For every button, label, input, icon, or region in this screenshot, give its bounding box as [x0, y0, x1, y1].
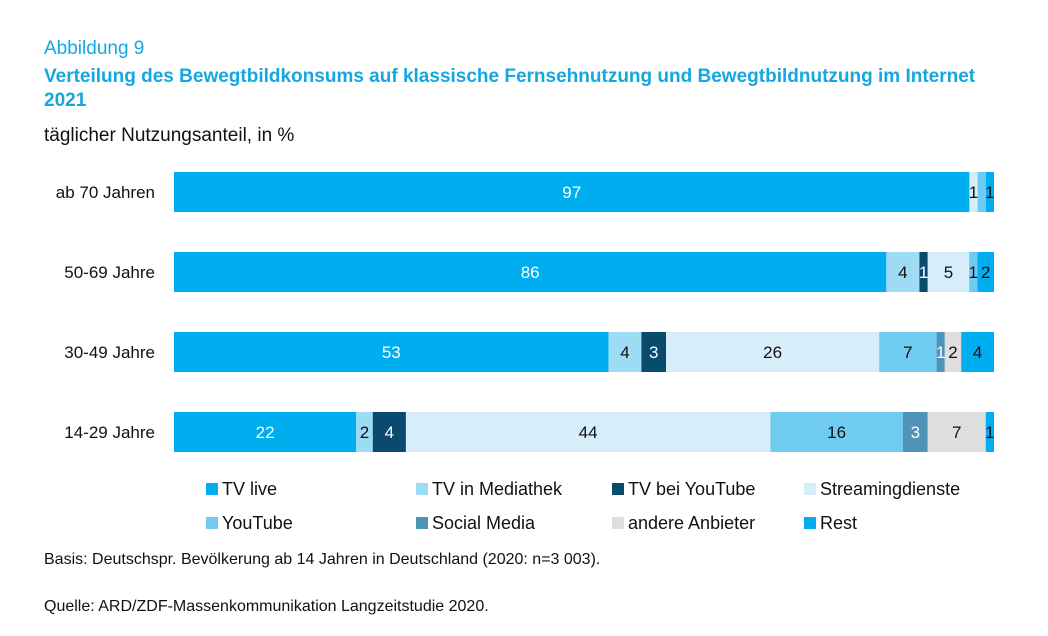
legend-swatch	[206, 517, 218, 529]
legend-swatch	[612, 483, 624, 495]
bar-segment	[174, 332, 609, 372]
legend-label: TV bei YouTube	[628, 478, 756, 499]
category-label: 14-29 Jahre	[64, 423, 155, 442]
data-label: 53	[382, 343, 401, 362]
bar-segment	[919, 252, 928, 292]
data-label: 3	[911, 423, 920, 442]
bar-segment	[174, 252, 887, 292]
legend-item: Rest	[804, 512, 857, 534]
data-label: 4	[973, 343, 982, 362]
bar-segment	[356, 412, 373, 452]
legend-item: TV in Mediathek	[416, 478, 562, 500]
bar-segment	[902, 412, 928, 452]
bar-segment	[770, 412, 903, 452]
data-label: 44	[579, 423, 598, 442]
bar-segment	[641, 332, 666, 372]
data-label: 1	[985, 183, 994, 202]
source-note: Quelle: ARD/ZDF-Massenkommunikation Lang…	[44, 598, 489, 615]
data-label: 86	[521, 263, 540, 282]
data-label: 1	[969, 183, 978, 202]
legend-label: TV in Mediathek	[432, 478, 563, 499]
legend-label: TV live	[222, 478, 278, 499]
bar-segment	[944, 332, 962, 372]
bar-segment	[985, 172, 994, 212]
data-label: 1	[919, 263, 928, 282]
data-label: 2	[360, 423, 369, 442]
bar-segment	[879, 332, 937, 372]
legend-label: YouTube	[222, 512, 293, 533]
bar-segment	[174, 412, 357, 452]
legend-swatch	[206, 483, 218, 495]
data-label: 16	[827, 423, 846, 442]
bar-segment	[969, 172, 978, 212]
bar-segment	[608, 332, 642, 372]
legend-swatch	[612, 517, 624, 529]
data-label: 2	[981, 263, 990, 282]
legend-swatch	[804, 517, 816, 529]
legend-swatch	[804, 483, 816, 495]
legend-label: Rest	[820, 512, 858, 533]
chart-subtitle: täglicher Nutzungsanteil, in %	[44, 125, 295, 146]
legend-item: Social Media	[416, 512, 535, 534]
legend-item: andere Anbieter	[612, 512, 755, 534]
bar-segment	[174, 172, 970, 212]
bar-segment	[969, 252, 978, 292]
bar-segment	[405, 412, 771, 452]
bar-segment	[985, 412, 994, 452]
legend-label: Streamingdienste	[820, 478, 961, 499]
data-label: 7	[952, 423, 961, 442]
category-label: 50-69 Jahre	[64, 263, 155, 282]
basis-note: Basis: Deutschspr. Bevölkerung ab 14 Jah…	[44, 551, 601, 568]
data-label: 4	[385, 423, 394, 442]
bar-segment	[927, 412, 986, 452]
legend-label: andere Anbieter	[628, 512, 756, 533]
legend-label: Social Media	[432, 512, 536, 533]
data-label: 1	[985, 423, 994, 442]
bar-segment	[886, 252, 920, 292]
bar-segment	[936, 332, 945, 372]
data-label: 22	[256, 423, 275, 442]
figure-label: Abbildung 9	[44, 38, 145, 59]
category-label: ab 70 Jahren	[56, 183, 155, 202]
legend-item: Streamingdienste	[804, 478, 960, 500]
legend-swatch	[416, 483, 428, 495]
data-label: 4	[620, 343, 629, 362]
category-label: 30-49 Jahre	[64, 343, 155, 362]
legend-item: YouTube	[206, 512, 293, 534]
bar-segment	[372, 412, 406, 452]
data-label: 1	[969, 263, 978, 282]
bar-segment	[977, 252, 994, 292]
legend-item: TV bei YouTube	[612, 478, 755, 500]
bar-segment	[977, 172, 986, 212]
data-label: 4	[898, 263, 907, 282]
bar-segment	[927, 252, 970, 292]
legend-item: TV live	[206, 478, 277, 500]
data-label: 3	[649, 343, 658, 362]
legend-swatch	[416, 517, 428, 529]
data-label: 26	[763, 343, 782, 362]
data-label: 7	[903, 343, 912, 362]
data-label: 1	[936, 343, 945, 362]
chart-title: Verteilung des Bewegtbildkonsums auf kla…	[44, 66, 976, 111]
data-label: 5	[944, 263, 953, 282]
data-label: 97	[562, 183, 581, 202]
bar-segment	[961, 332, 994, 372]
data-label: 2	[948, 343, 957, 362]
bar-segment	[666, 332, 880, 372]
